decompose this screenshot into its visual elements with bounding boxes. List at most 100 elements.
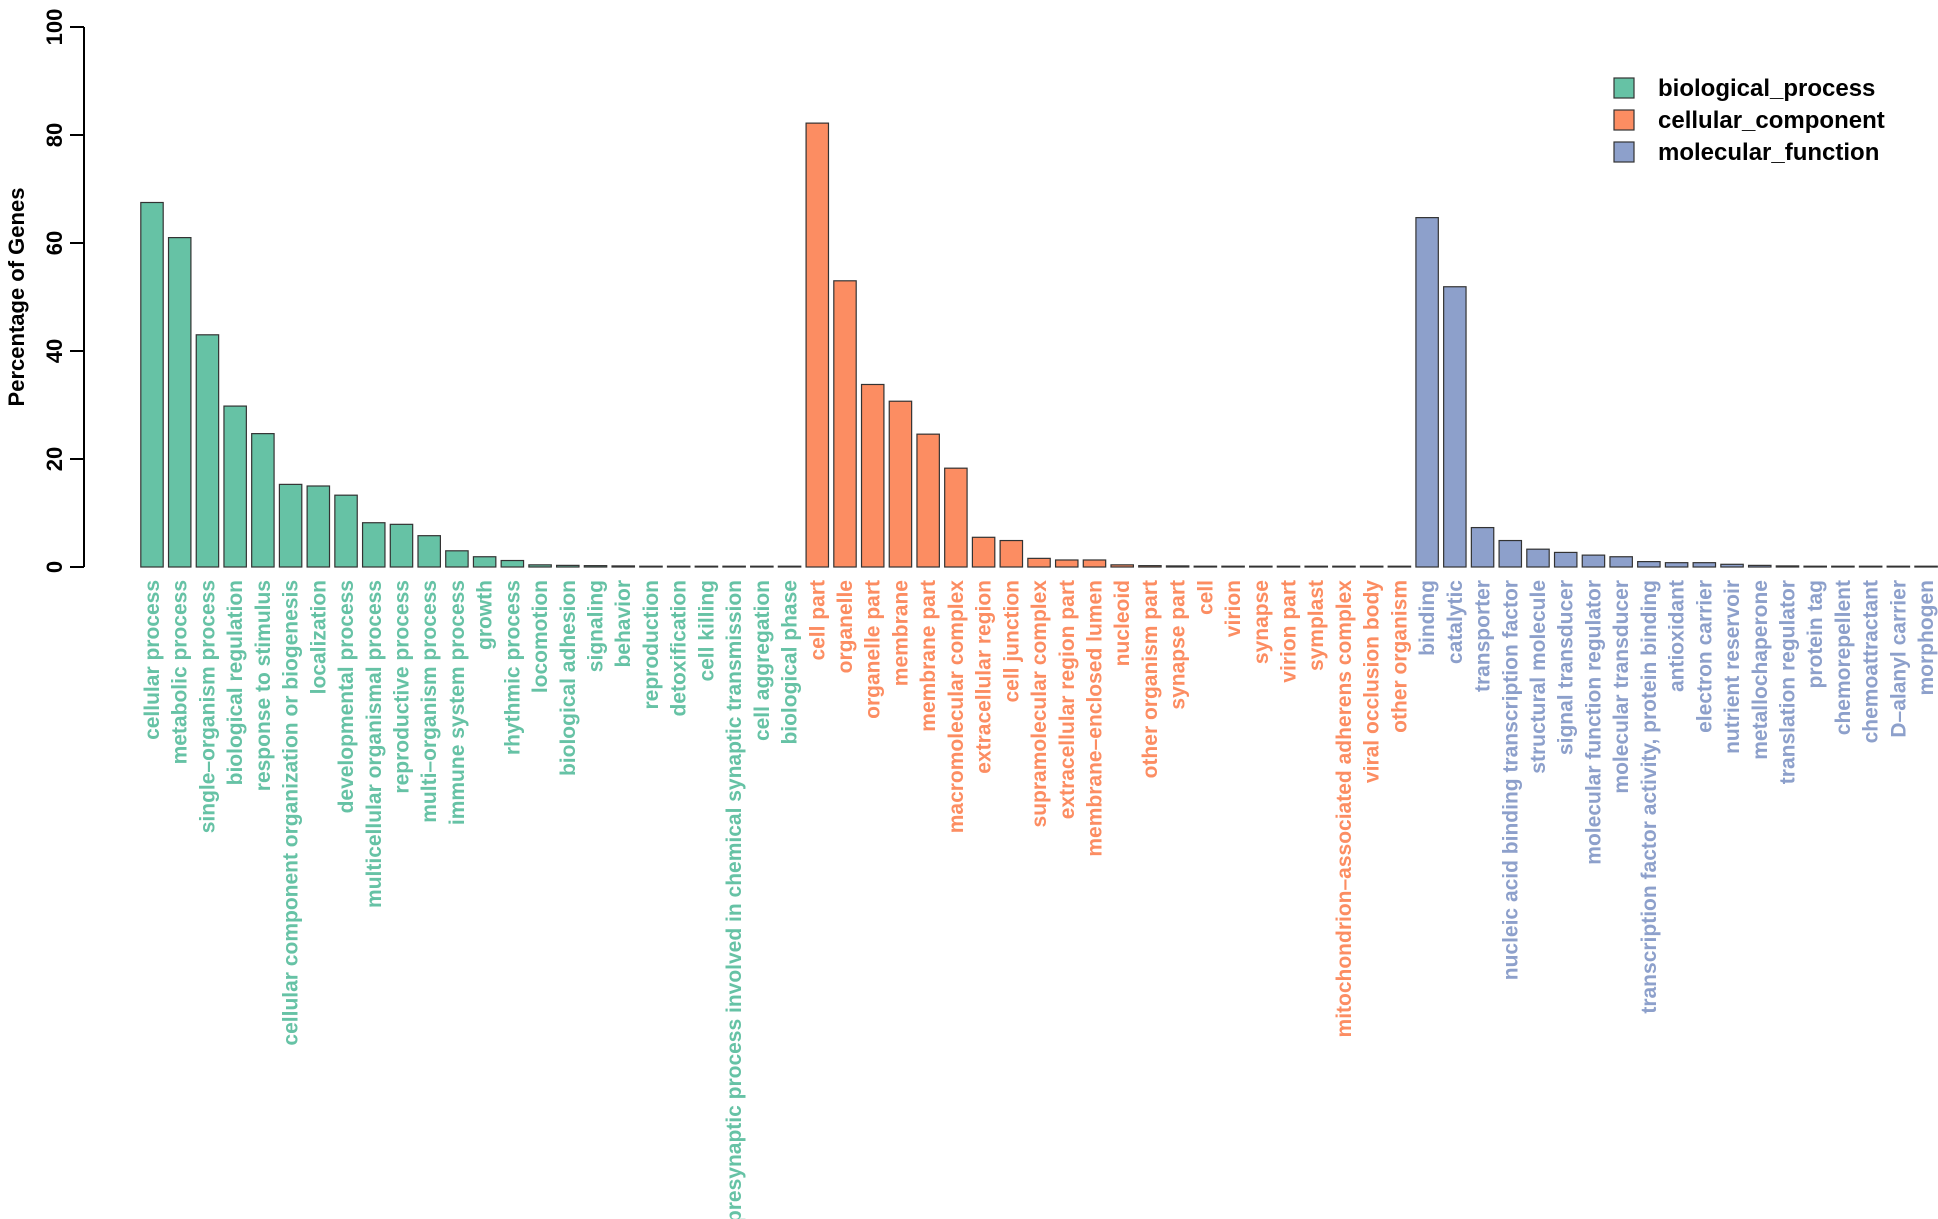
category-label: single–organism process	[196, 580, 219, 833]
category-label: signal transducer	[1555, 580, 1578, 755]
category-label: molecular transducer	[1610, 580, 1633, 794]
bar	[167, 237, 192, 568]
bar	[306, 485, 331, 568]
bar	[195, 334, 220, 568]
category-label: nutrient reservoir	[1721, 580, 1744, 754]
bar	[777, 565, 802, 568]
y-axis-title: Percentage of Genes	[4, 188, 29, 407]
bar	[223, 405, 247, 568]
category-label: membrane	[889, 580, 912, 686]
category-label: cell junction	[1000, 580, 1023, 703]
bar	[1775, 565, 1800, 568]
category-label: cell killing	[695, 580, 718, 682]
category-label: localization	[307, 580, 330, 694]
legend-label: biological_process	[1658, 75, 1875, 102]
bar	[1498, 539, 1523, 568]
legend: biological_process cellular_componentmole…	[1613, 75, 1885, 166]
category-label: metallochaperone	[1749, 580, 1772, 760]
bar	[1443, 286, 1467, 568]
bar	[1138, 565, 1162, 568]
category-label: other organism part	[1139, 580, 1162, 778]
bar	[1664, 562, 1689, 568]
bar	[1332, 565, 1356, 568]
bar	[445, 550, 469, 568]
bar	[1831, 565, 1855, 568]
bar	[555, 564, 580, 568]
category-label: viral occlusion body	[1361, 580, 1384, 783]
category-label: extracellular region part	[1056, 580, 1079, 819]
bar	[389, 523, 414, 568]
category-label: cell part	[806, 580, 829, 661]
category-label: presynaptic process involved in chemical…	[723, 580, 746, 1219]
category-label: binding	[1416, 580, 1439, 656]
y-tick-label: 100	[42, 9, 67, 46]
bars-group	[140, 122, 1938, 568]
y-tick-label: 80	[42, 123, 67, 147]
category-label: response to stimulus	[252, 580, 275, 791]
bar	[278, 483, 303, 568]
y-tick-label: 60	[42, 231, 67, 255]
bar	[417, 535, 441, 568]
category-label: growth	[474, 580, 497, 650]
category-label: synapse	[1250, 580, 1273, 664]
bar	[694, 565, 719, 568]
category-label: symplast	[1305, 580, 1328, 671]
legend-swatch	[1613, 77, 1635, 99]
bar	[583, 565, 608, 568]
bar	[1803, 565, 1827, 568]
category-label: synapse part	[1167, 580, 1190, 710]
bar	[1304, 565, 1329, 568]
bar	[1415, 217, 1439, 568]
category-label: other organism	[1388, 580, 1411, 733]
bar	[805, 122, 830, 568]
category-label: structural molecule	[1527, 580, 1550, 774]
bar	[1747, 564, 1772, 568]
bar	[999, 539, 1024, 568]
category-label: chemoattractant	[1860, 580, 1883, 743]
category-label: chemorepellent	[1832, 580, 1855, 735]
bar	[944, 467, 968, 568]
bar	[1470, 526, 1495, 568]
bar	[528, 564, 552, 568]
bar	[1193, 565, 1218, 568]
category-label: biological phase	[779, 580, 802, 745]
category-label: virion	[1222, 580, 1245, 637]
bar	[888, 400, 913, 568]
bar	[1858, 565, 1883, 568]
bar	[251, 433, 275, 568]
category-label: translation regulator	[1776, 580, 1799, 784]
bar	[1082, 559, 1107, 568]
category-label: antioxidant	[1666, 580, 1689, 692]
bar	[1221, 565, 1245, 568]
legend-label: molecular_function	[1658, 139, 1879, 166]
bar	[140, 201, 164, 568]
category-label: cell aggregation	[751, 580, 774, 741]
category-label: nucleoid	[1111, 580, 1134, 666]
bar	[1027, 557, 1051, 568]
category-label: biological regulation	[224, 580, 247, 785]
category-label: immune system process	[446, 580, 469, 825]
bar	[666, 565, 691, 568]
y-axis: 0 20 40 60 80 100 Percentage of Genes	[4, 9, 85, 573]
y-tick-label: 20	[42, 447, 67, 471]
category-label: organelle	[834, 580, 857, 673]
bar	[639, 565, 663, 568]
bar	[472, 556, 497, 568]
bar	[1359, 565, 1384, 568]
category-label: cellular process	[141, 580, 164, 740]
bar	[1692, 562, 1717, 568]
bar	[1054, 559, 1079, 568]
category-label: macromolecular complex	[945, 580, 968, 834]
bar	[833, 280, 857, 568]
category-label: molecular function regulator	[1582, 580, 1605, 865]
category-label: catalytic	[1444, 580, 1467, 664]
category-label: electron carrier	[1693, 580, 1716, 733]
category-label: D–alanyl carrier	[1887, 580, 1910, 738]
category-label: membrane part	[917, 580, 940, 732]
category-label: cell	[1194, 580, 1217, 615]
category-label: supramolecular complex	[1028, 580, 1051, 828]
category-label: extracellular region	[973, 580, 996, 774]
category-label: protein tag	[1804, 580, 1827, 689]
